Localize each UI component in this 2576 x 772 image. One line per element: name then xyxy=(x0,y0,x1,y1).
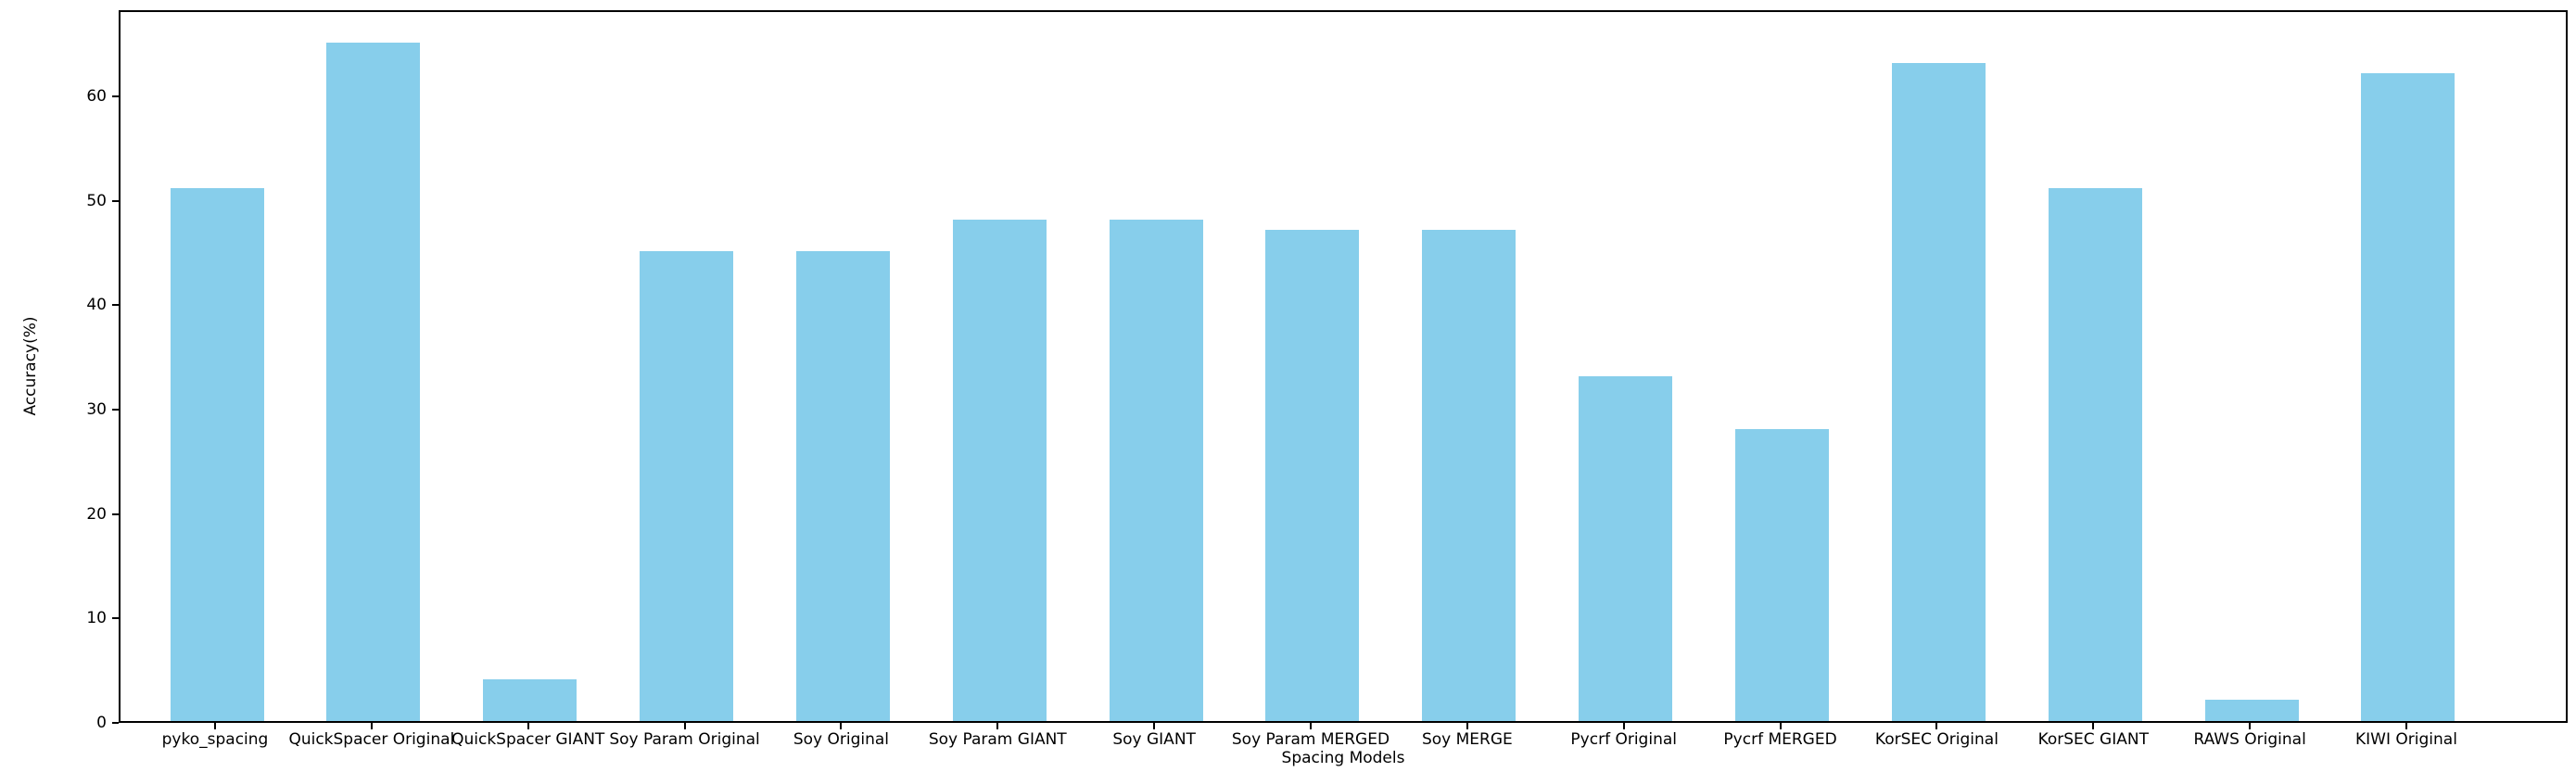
y-tick-mark xyxy=(112,722,119,724)
x-tick-label: Soy MERGE xyxy=(1421,730,1513,749)
y-tick-mark xyxy=(112,95,119,97)
bar xyxy=(640,250,734,721)
x-tick-label: KIWI Original xyxy=(2355,730,2457,749)
x-tick-mark xyxy=(2092,723,2095,729)
x-tick-label: KorSEC GIANT xyxy=(2037,730,2149,749)
y-tick-mark xyxy=(112,304,119,307)
x-tick-mark xyxy=(996,723,999,729)
bar xyxy=(2204,700,2299,721)
x-tick-label: QuickSpacer Original xyxy=(288,730,455,749)
x-tick-label: QuickSpacer GIANT xyxy=(451,730,605,749)
x-tick-mark xyxy=(683,723,686,729)
bar xyxy=(952,220,1047,721)
plot-area xyxy=(119,10,2568,723)
x-tick-mark xyxy=(2405,723,2407,729)
bar xyxy=(2361,73,2455,721)
y-tick-mark xyxy=(112,617,119,620)
x-tick-label: Soy GIANT xyxy=(1112,730,1196,749)
x-tick-mark xyxy=(1153,723,1156,729)
x-tick-mark xyxy=(2249,723,2252,729)
bar xyxy=(326,42,421,721)
y-axis-label: Accuracy(%) xyxy=(21,316,40,416)
bar xyxy=(483,678,577,721)
y-tick-label: 50 xyxy=(86,191,107,210)
bar xyxy=(1109,220,1203,721)
x-tick-mark xyxy=(370,723,373,729)
y-tick-label: 60 xyxy=(86,86,107,106)
x-tick-label: RAWS Original xyxy=(2193,730,2306,749)
y-tick-label: 0 xyxy=(96,714,107,732)
x-tick-mark xyxy=(1779,723,1782,729)
x-tick-label: pyko_spacing xyxy=(161,730,269,749)
bar xyxy=(795,250,890,721)
y-tick-label: 10 xyxy=(86,609,107,628)
x-tick-mark xyxy=(527,723,529,729)
bar xyxy=(1265,230,1360,721)
bar xyxy=(1579,376,1673,721)
x-tick-label: Soy Param MERGED xyxy=(1231,730,1390,749)
y-tick-label: 30 xyxy=(86,399,107,419)
bar xyxy=(170,188,264,721)
bar xyxy=(1891,63,1986,721)
x-axis-label: Spacing Models xyxy=(1281,749,1405,767)
x-tick-mark xyxy=(840,723,843,729)
bars-container xyxy=(121,12,2566,721)
x-tick-label: KorSEC Original xyxy=(1874,730,1999,749)
x-tick-mark xyxy=(1309,723,1312,729)
y-tick-mark xyxy=(112,199,119,202)
y-tick-mark xyxy=(112,513,119,515)
x-tick-mark xyxy=(1622,723,1625,729)
x-tick-label: Soy Param GIANT xyxy=(928,730,1067,749)
y-tick-mark xyxy=(112,408,119,411)
x-tick-mark xyxy=(214,723,216,729)
y-tick-label: 40 xyxy=(86,296,107,315)
bar xyxy=(1422,230,1516,721)
y-tick-label: 20 xyxy=(86,504,107,524)
x-tick-label: Pycrf MERGED xyxy=(1723,730,1837,749)
bar xyxy=(1735,428,1830,721)
x-tick-label: Pycrf Original xyxy=(1570,730,1677,749)
x-tick-mark xyxy=(1935,723,1938,729)
x-tick-label: Soy Original xyxy=(793,730,890,749)
bar xyxy=(2048,188,2142,721)
x-tick-label: Soy Param Original xyxy=(609,730,760,749)
x-tick-mark xyxy=(1466,723,1468,729)
